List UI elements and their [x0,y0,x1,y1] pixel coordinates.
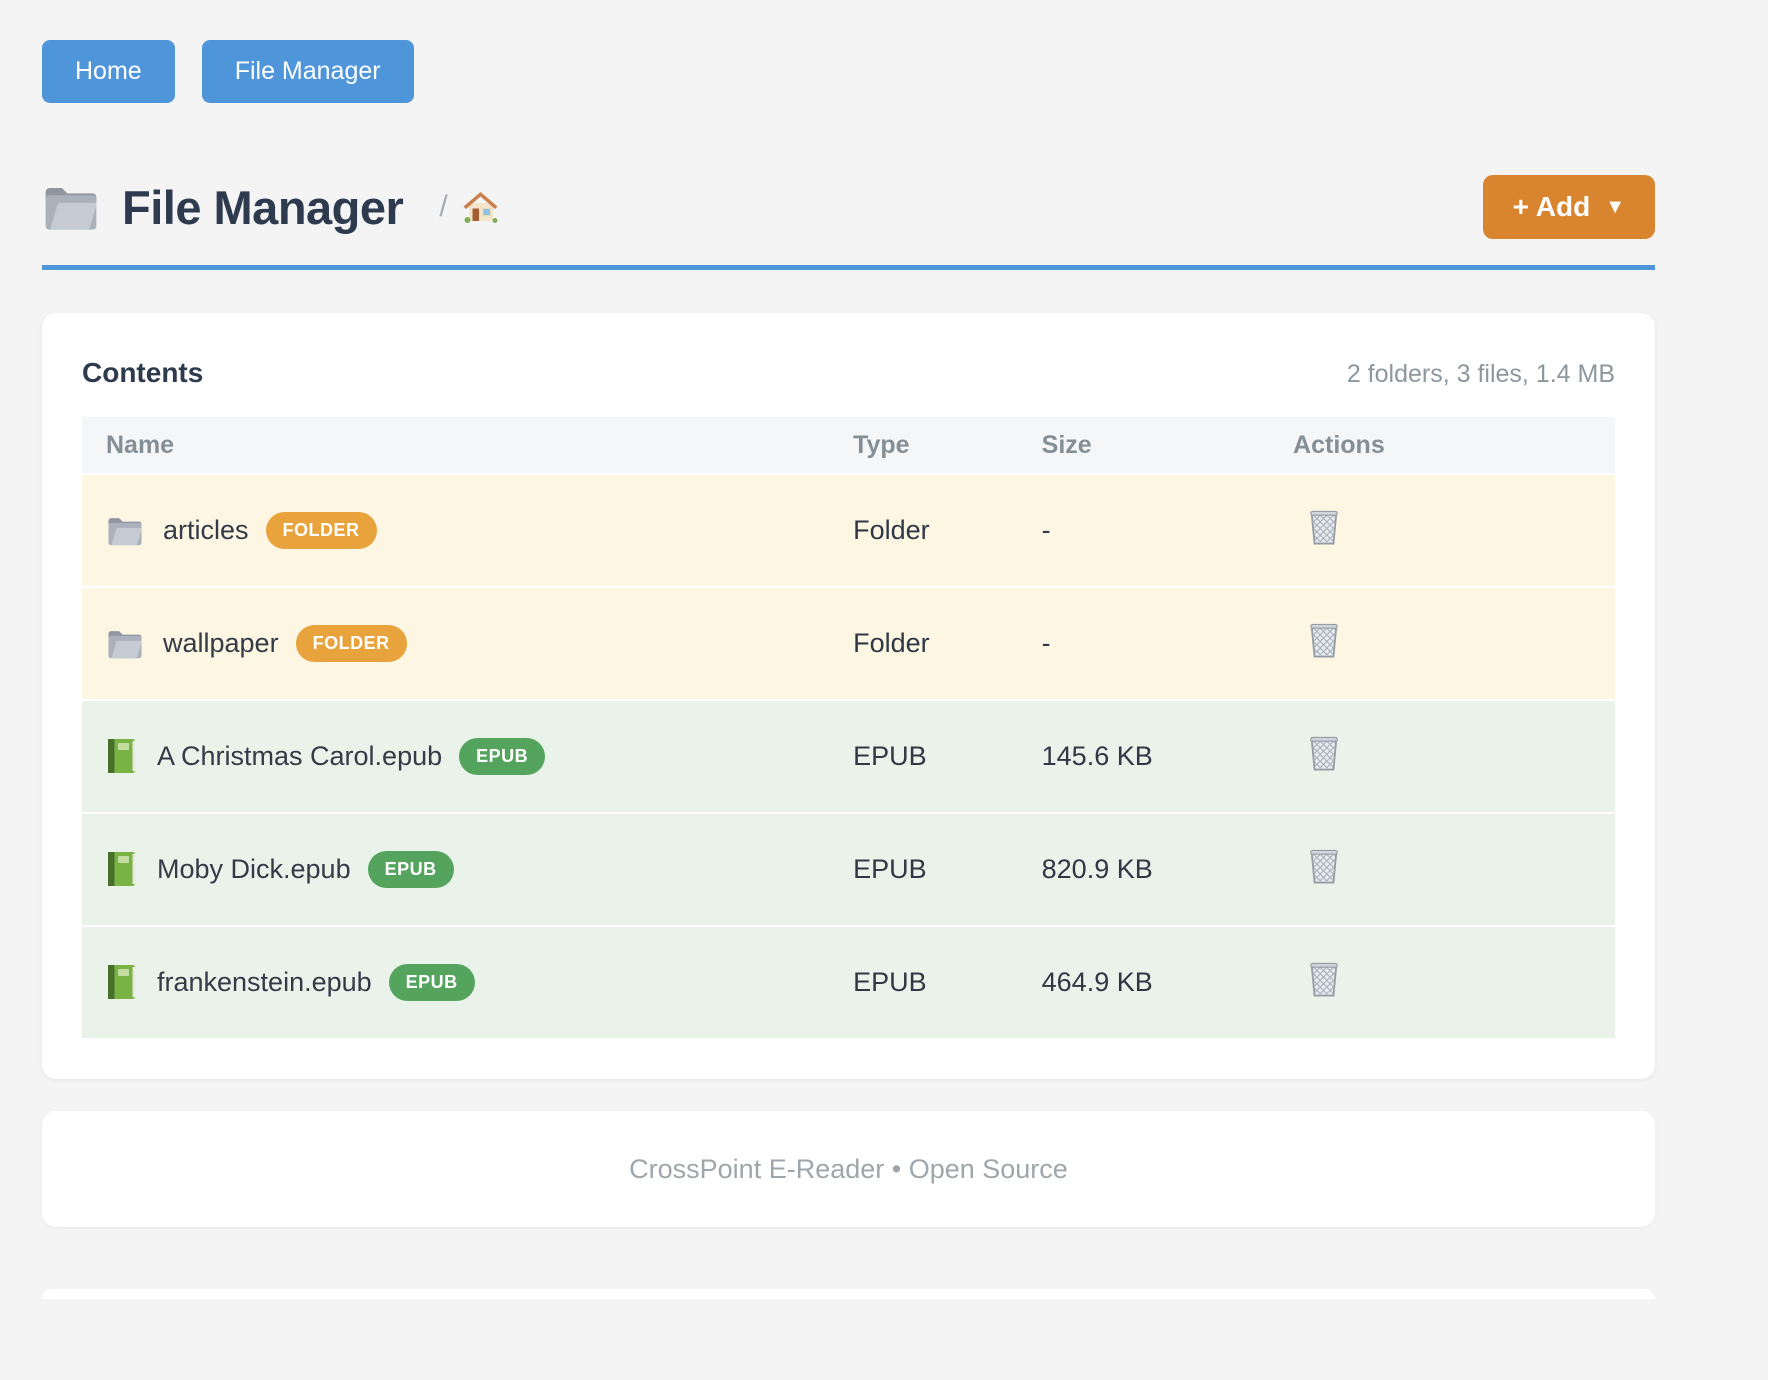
file-type: Folder [853,515,930,545]
file-size: 820.9 KB [1041,854,1153,884]
book-icon [106,964,138,1001]
type-badge: FOLDER [265,512,377,549]
file-manager-button[interactable]: File Manager [201,40,414,103]
contents-card: Contents 2 folders, 3 files, 1.4 MB Name… [42,313,1655,1079]
file-type: EPUB [853,854,927,884]
type-badge: EPUB [459,738,546,775]
file-name[interactable]: frankenstein.epub [157,967,372,997]
table-row[interactable]: articles FOLDER Folder - [82,473,1615,586]
footer-text: CrossPoint E-Reader • Open Source [629,1153,1068,1184]
page-header: File Manager / + Add ▼ [42,175,1655,239]
top-nav: Home File Manager [42,0,1655,103]
folder-icon [106,514,144,547]
footer: CrossPoint E-Reader • Open Source [42,1111,1655,1227]
type-badge: EPUB [388,964,475,1001]
contents-summary: 2 folders, 3 files, 1.4 MB [1346,360,1615,388]
trash-icon[interactable] [1307,621,1341,660]
contents-card-header: Contents 2 folders, 3 files, 1.4 MB [82,357,1615,389]
column-header-size: Size [1041,430,1092,459]
table-header-row: Name Type Size Actions [82,417,1615,473]
breadcrumb-separator: / [439,190,448,223]
trash-icon[interactable] [1307,734,1341,773]
table-row[interactable]: frankenstein.epub EPUB EPUB 464.9 KB [82,925,1615,1038]
file-name[interactable]: Moby Dick.epub [157,854,351,884]
column-header-type: Type [853,430,910,459]
file-size: 464.9 KB [1041,967,1153,997]
book-icon [106,738,138,775]
type-badge: EPUB [367,851,454,888]
file-name[interactable]: wallpaper [163,628,279,658]
file-table: Name Type Size Actions articles FOLDER F… [82,417,1615,1038]
file-size: - [1041,515,1051,545]
folder-icon [42,181,100,233]
type-badge: FOLDER [295,625,407,662]
file-name[interactable]: articles [163,515,249,545]
column-header-name: Name [106,430,175,459]
trash-icon[interactable] [1307,960,1341,999]
book-icon [106,851,138,888]
add-button-label: + Add [1512,191,1591,222]
folder-icon [106,627,144,660]
breadcrumb: / [439,190,498,224]
table-row[interactable]: wallpaper FOLDER Folder - [82,586,1615,699]
file-type: EPUB [853,967,927,997]
file-size: 145.6 KB [1041,741,1153,771]
add-button[interactable]: + Add ▼ [1482,175,1655,239]
table-row[interactable]: Moby Dick.epub EPUB EPUB 820.9 KB [82,812,1615,925]
table-row[interactable]: A Christmas Carol.epub EPUB EPUB 145.6 K… [82,699,1615,812]
file-name[interactable]: A Christmas Carol.epub [157,741,443,771]
file-type: EPUB [853,741,927,771]
chevron-down-icon: ▼ [1605,196,1625,218]
file-size: - [1041,628,1051,658]
home-button[interactable]: Home [42,40,175,103]
next-card-edge [42,1289,1655,1299]
title-group: File Manager / [42,180,499,235]
accent-divider [42,265,1655,270]
house-icon[interactable] [462,190,499,224]
page-title: File Manager [122,180,404,234]
page: Home File Manager File Manager / [42,0,1655,1299]
contents-heading: Contents [82,357,204,388]
file-type: Folder [853,628,930,658]
trash-icon[interactable] [1307,847,1341,886]
column-header-actions: Actions [1293,430,1385,459]
trash-icon[interactable] [1307,508,1341,547]
